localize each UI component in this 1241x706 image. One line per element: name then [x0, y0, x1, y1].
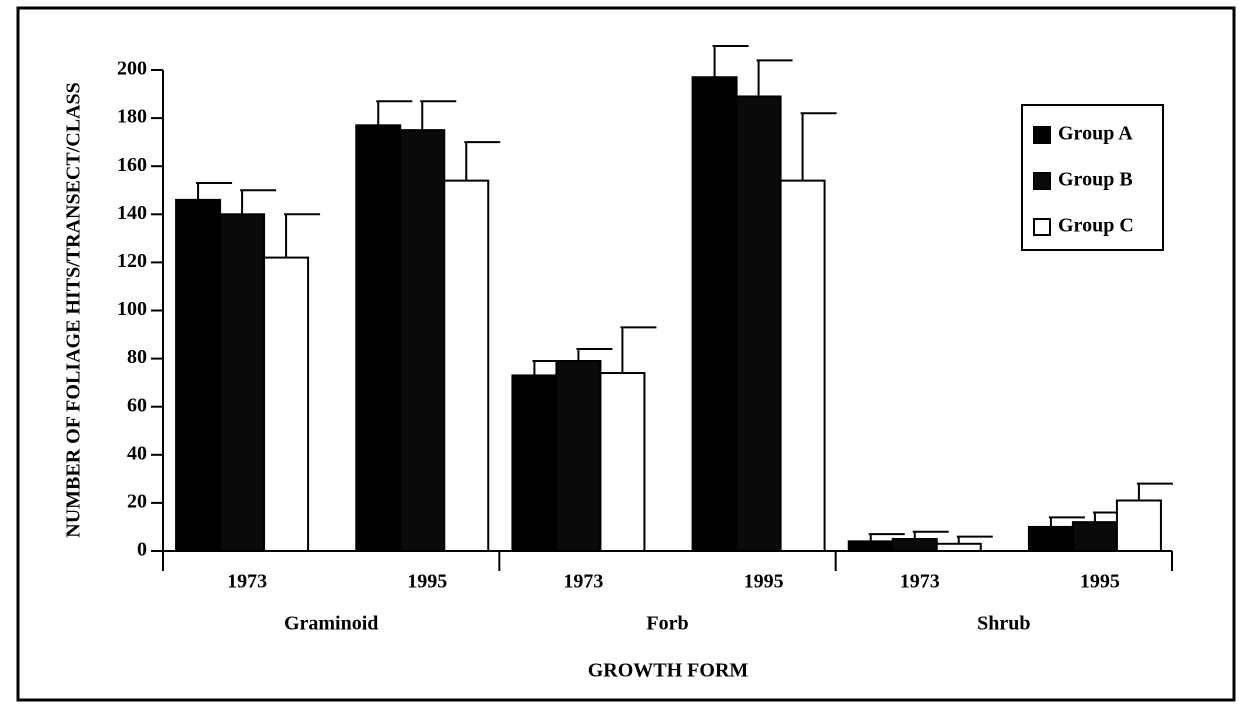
y-axis-label: NUMBER OF FOLIAGE HITS/TRANSECT/CLASS — [63, 82, 85, 537]
x-tick-label: 1995 — [744, 571, 784, 593]
x-tick-label: 1995 — [407, 571, 447, 593]
y-tick-label: 20 — [127, 490, 147, 512]
group-label: Shrub — [977, 613, 1030, 635]
legend-swatch — [1033, 172, 1051, 190]
group-label: Forb — [646, 613, 688, 635]
bar — [443, 179, 490, 552]
legend-swatch — [1033, 218, 1051, 236]
bar — [1115, 499, 1162, 552]
legend-swatch — [1033, 126, 1051, 144]
legend-label: Group A — [1058, 123, 1133, 145]
bar — [1027, 525, 1074, 553]
y-tick-label: 0 — [137, 539, 147, 561]
x-tick-label: 1973 — [900, 571, 940, 593]
bar — [399, 129, 446, 552]
bar — [1071, 521, 1118, 553]
x-axis-label: GROWTH FORM — [588, 660, 749, 682]
y-tick-label: 120 — [117, 250, 147, 272]
bar — [779, 179, 826, 552]
bar — [555, 360, 602, 552]
bar — [355, 124, 402, 552]
x-tick-label: 1995 — [1080, 571, 1120, 593]
bar — [599, 372, 646, 552]
bar — [263, 256, 310, 552]
y-tick-label: 60 — [127, 394, 147, 416]
y-tick-label: 140 — [117, 202, 147, 224]
frame — [16, 6, 1236, 702]
group-label: Graminoid — [284, 613, 378, 635]
legend-label: Group B — [1058, 169, 1133, 191]
y-tick-label: 200 — [117, 58, 147, 80]
x-tick-label: 1973 — [563, 571, 603, 593]
y-tick-label: 180 — [117, 106, 147, 128]
y-tick-label: 40 — [127, 442, 147, 464]
bar — [691, 76, 738, 552]
bar — [735, 95, 782, 553]
y-tick-label: 160 — [117, 154, 147, 176]
y-tick-label: 80 — [127, 346, 147, 368]
bar — [935, 542, 982, 552]
bar — [511, 374, 558, 552]
y-tick-label: 100 — [117, 298, 147, 320]
bar — [219, 213, 266, 553]
x-tick-label: 1973 — [227, 571, 267, 593]
bar — [175, 198, 222, 552]
bar — [847, 540, 894, 553]
bar — [891, 537, 938, 552]
legend-label: Group C — [1058, 215, 1134, 237]
